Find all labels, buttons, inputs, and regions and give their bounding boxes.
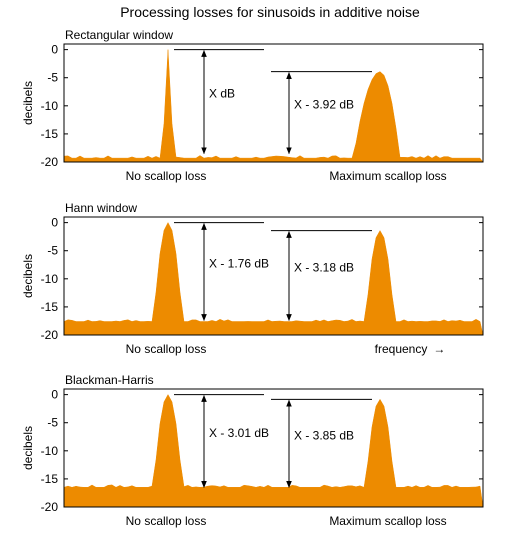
spectrum-area: [63, 394, 484, 508]
y-tick-label: -10: [41, 99, 59, 113]
y-tick-label: -20: [41, 155, 59, 169]
y-tick-label: -20: [41, 500, 59, 514]
panel-title: Hann window: [65, 201, 137, 215]
y-tick-label: -5: [47, 416, 58, 430]
panel-caption: Maximum scallop loss: [329, 169, 446, 183]
panel-caption: No scallop loss: [126, 342, 207, 356]
panel-caption: frequency →: [375, 342, 446, 356]
figure-title: Processing losses for sinusoids in addit…: [120, 4, 420, 20]
y-tick-label: -15: [41, 127, 59, 141]
panel-1: 0 -5 -10 -15 -20 Rectangular window decibels X …: [21, 28, 484, 183]
y-tick-label: 0: [51, 388, 58, 402]
right-arrow-icon: →: [433, 342, 445, 356]
loss-annotation: X - 3.92 dB: [294, 98, 354, 112]
panel-caption: No scallop loss: [126, 169, 207, 183]
y-axis-label: decibels: [21, 426, 35, 470]
y-tick-label: -5: [47, 71, 58, 85]
y-tick-label: -20: [41, 328, 59, 342]
y-tick-label: 0: [51, 43, 58, 57]
caption-text: No scallop loss: [126, 169, 207, 183]
spectrum-area: [63, 222, 484, 336]
caption-text: frequency: [375, 342, 428, 356]
loss-annotation: X - 3.85 dB: [294, 428, 354, 442]
y-tick-label: 0: [51, 216, 58, 230]
y-tick-label: -10: [41, 272, 59, 286]
loss-annotation: X dB: [209, 87, 235, 101]
caption-text: No scallop loss: [126, 514, 207, 528]
loss-annotation: X - 1.76 dB: [209, 257, 269, 271]
spectrum-area: [63, 49, 484, 163]
panel-caption: Maximum scallop loss: [329, 514, 446, 528]
caption-text: No scallop loss: [126, 342, 207, 356]
y-tick-label: -15: [41, 472, 59, 486]
plot-frame: [63, 43, 484, 163]
plot-frame: [63, 216, 484, 336]
panel-2: 0 -5 -10 -15 -20 Hann window decibels X - 1.76 …: [21, 201, 484, 356]
caption-text: Maximum scallop loss: [329, 514, 446, 528]
y-tick-label: -10: [41, 444, 59, 458]
loss-annotation: X - 3.18 dB: [294, 260, 354, 274]
panel-caption: No scallop loss: [126, 514, 207, 528]
y-axis-label: decibels: [21, 81, 35, 125]
panel-title: Rectangular window: [65, 28, 173, 42]
panel-title: Blackman-Harris: [65, 373, 154, 387]
plot-frame: [63, 388, 484, 508]
y-axis-label: decibels: [21, 254, 35, 298]
caption-text: Maximum scallop loss: [329, 169, 446, 183]
y-tick-label: -15: [41, 300, 59, 314]
y-tick-label: -5: [47, 244, 58, 258]
loss-annotation: X - 3.01 dB: [209, 426, 269, 440]
panel-3: 0 -5 -10 -15 -20 Blackman-Harris decibels X - 3…: [21, 373, 484, 528]
